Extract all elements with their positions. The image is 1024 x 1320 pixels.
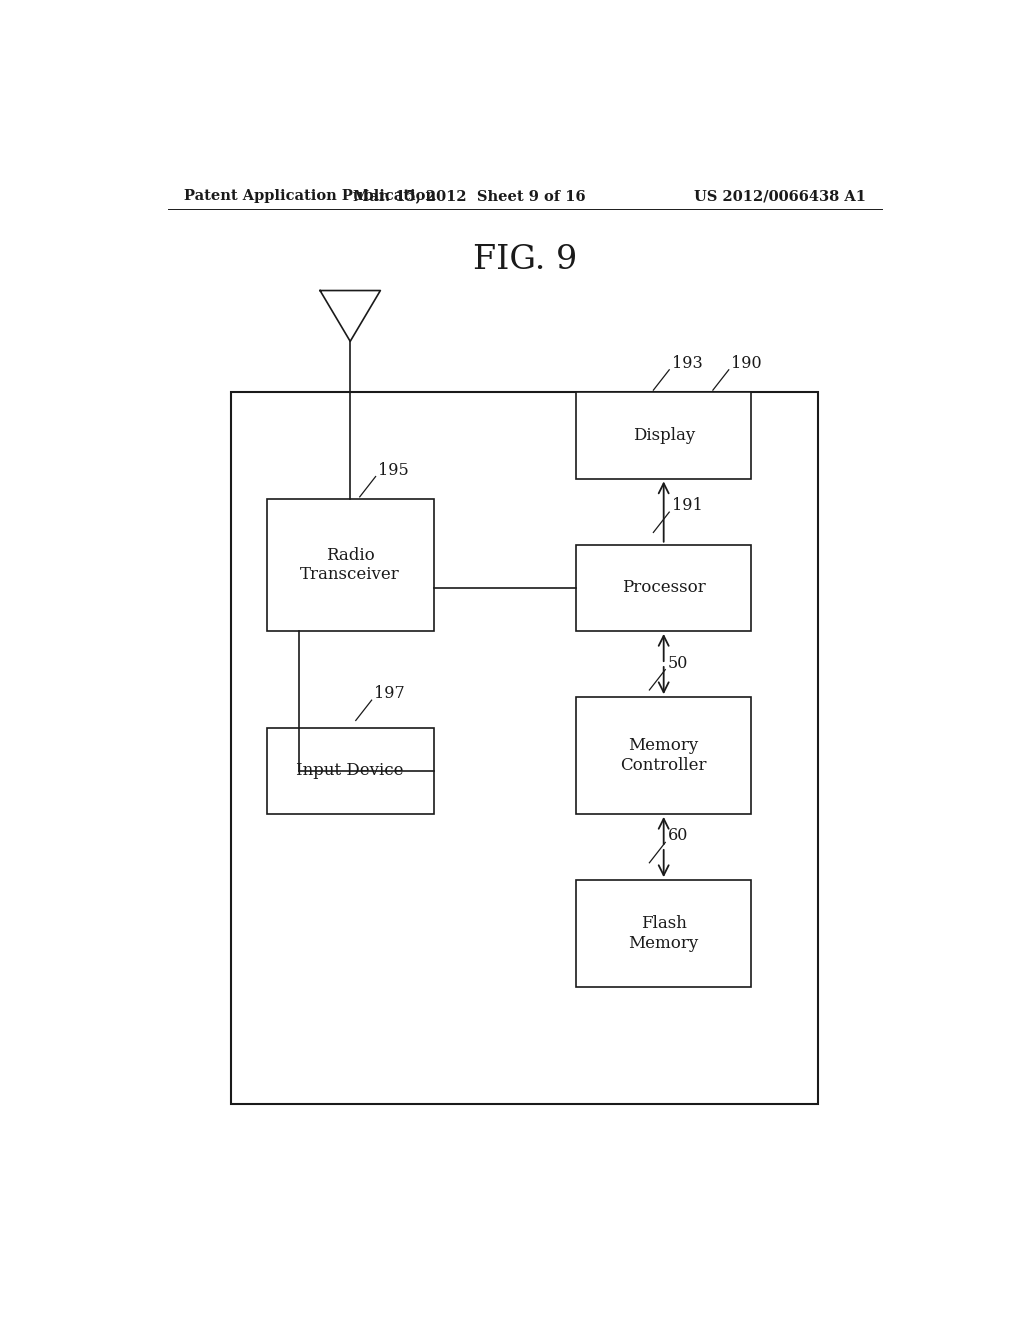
Text: US 2012/0066438 A1: US 2012/0066438 A1 [694,189,866,203]
Text: Memory
Controller: Memory Controller [621,738,707,774]
Text: 60: 60 [668,828,688,845]
Text: Input Device: Input Device [297,762,403,779]
Bar [577,545,751,631]
Bar [231,392,818,1104]
Bar [577,697,751,814]
Text: 191: 191 [672,498,702,515]
Text: 197: 197 [374,685,404,702]
Text: Flash
Memory: Flash Memory [629,915,698,952]
Text: 195: 195 [378,462,409,479]
Text: 190: 190 [731,355,762,372]
Bar [267,499,433,631]
Text: 50: 50 [668,655,688,672]
Text: FIG. 9: FIG. 9 [473,244,577,276]
Text: Display: Display [633,426,695,444]
Text: Mar. 15, 2012  Sheet 9 of 16: Mar. 15, 2012 Sheet 9 of 16 [353,189,586,203]
Bar [577,880,751,987]
Text: Processor: Processor [622,579,706,597]
Bar [267,727,433,814]
Text: Radio
Transceiver: Radio Transceiver [300,546,400,583]
Text: 193: 193 [672,355,702,372]
Bar [577,392,751,479]
Text: Patent Application Publication: Patent Application Publication [183,189,435,203]
